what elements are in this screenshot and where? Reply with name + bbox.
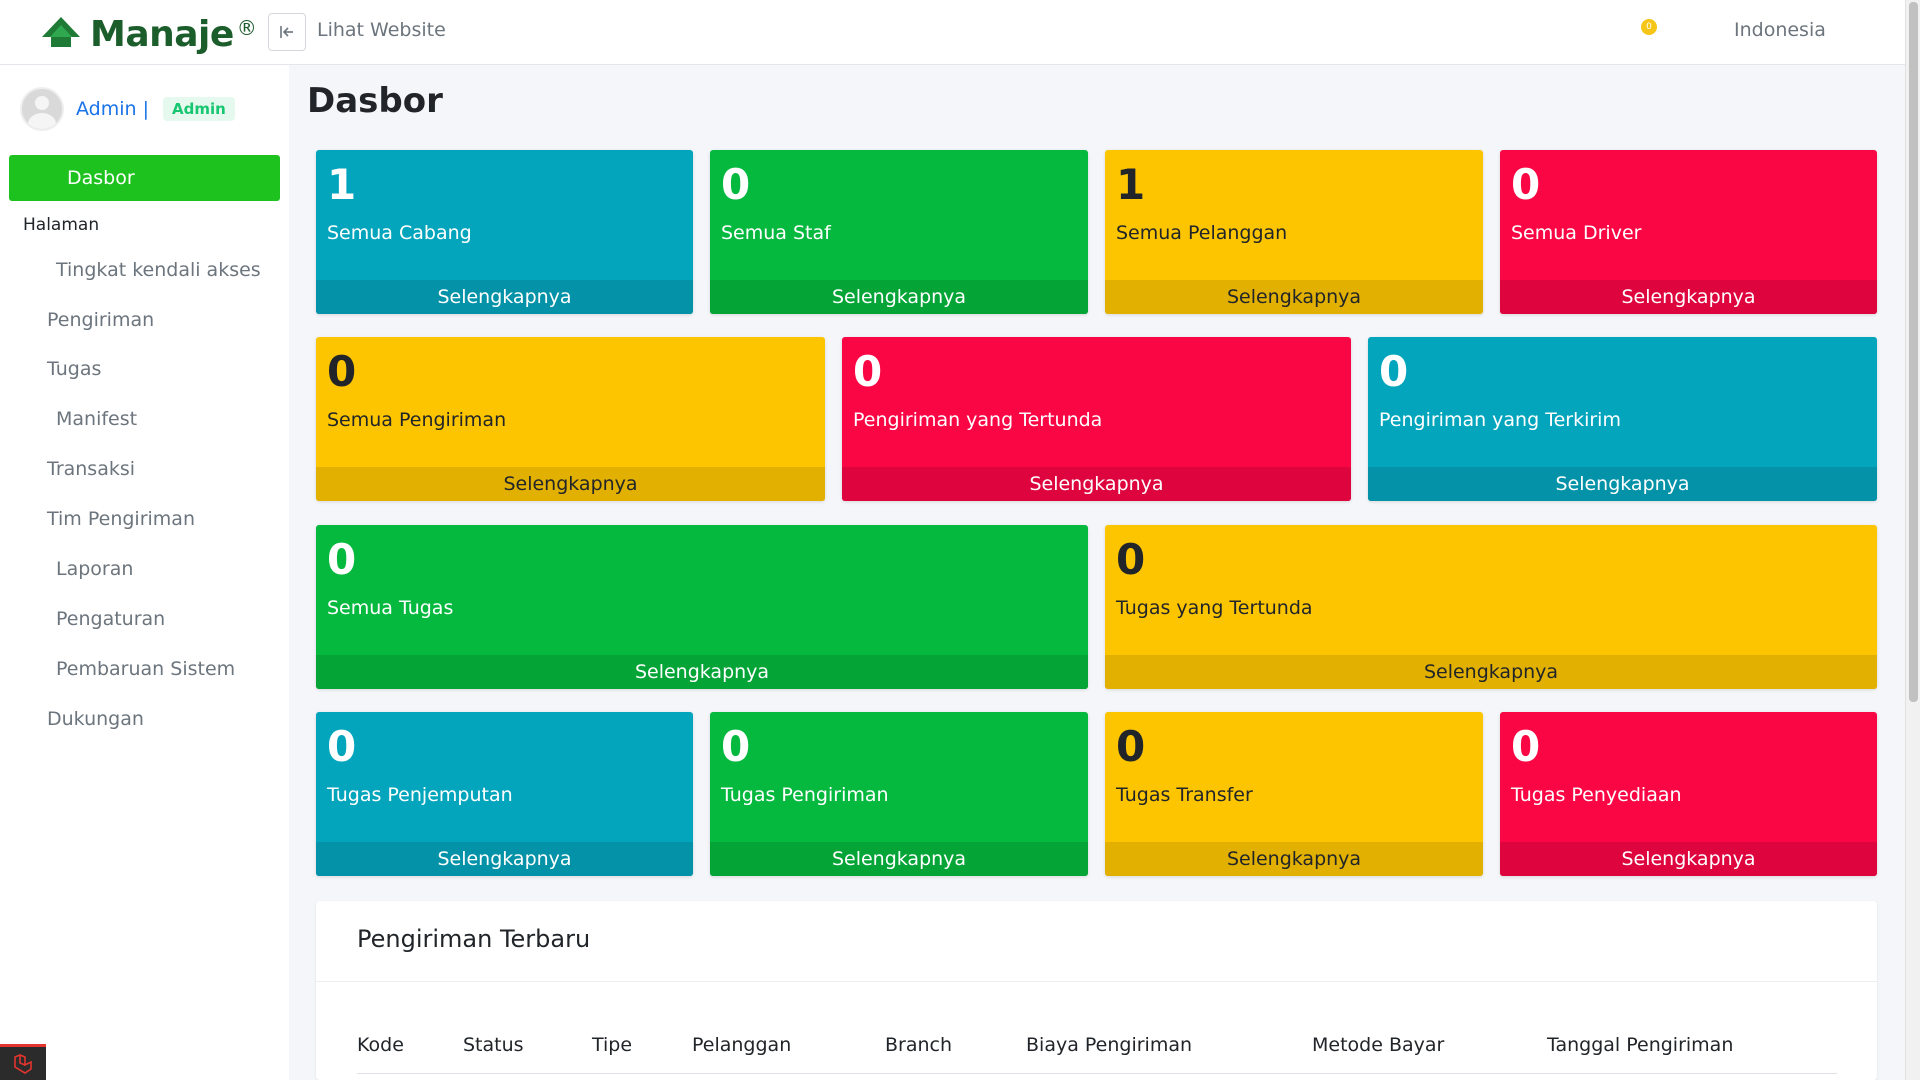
- stat-card-provision-tasks: 0 Tugas Penyediaan Selengkapnya: [1500, 712, 1877, 876]
- laravel-debug-badge[interactable]: [0, 1044, 46, 1080]
- avatar: [20, 87, 64, 131]
- more-link[interactable]: Selengkapnya: [1105, 842, 1483, 876]
- more-link[interactable]: Selengkapnya: [1500, 842, 1877, 876]
- stat-card-delivery-tasks: 0 Tugas Pengiriman Selengkapnya: [710, 712, 1088, 876]
- stat-value: 0: [1379, 347, 1409, 396]
- language-selector[interactable]: Indonesia: [1734, 19, 1826, 41]
- stat-label: Tugas Penjemputan: [327, 784, 513, 806]
- more-link[interactable]: Selengkapnya: [316, 280, 693, 314]
- stat-card-transfer-tasks: 0 Tugas Transfer Selengkapnya: [1105, 712, 1483, 876]
- more-link[interactable]: Selengkapnya: [316, 842, 693, 876]
- sidebar-item-system-update[interactable]: Pembaruan Sistem: [56, 658, 236, 680]
- recent-shipments-panel: Pengiriman Terbaru Kode Status Tipe Pela…: [316, 901, 1877, 1080]
- column-header-status[interactable]: Status: [463, 1034, 524, 1056]
- sidebar: Admin | Admin Dasbor Halaman Tingkat ken…: [0, 65, 289, 1080]
- stat-value: 0: [1116, 722, 1146, 771]
- stat-value: 0: [327, 722, 357, 771]
- leaf-logo-icon: [42, 16, 80, 47]
- stat-value: 0: [721, 160, 751, 209]
- stat-card-pickup-tasks: 0 Tugas Penjemputan Selengkapnya: [316, 712, 693, 876]
- page-scrollbar[interactable]: [1905, 0, 1920, 1080]
- more-link[interactable]: Selengkapnya: [1368, 467, 1877, 501]
- scrollbar-thumb[interactable]: [1909, 2, 1918, 702]
- stat-card-delivered-shipments: 0 Pengiriman yang Terkirim Selengkapnya: [1368, 337, 1877, 501]
- more-link[interactable]: Selengkapnya: [710, 280, 1088, 314]
- stat-card-pending-shipments: 0 Pengiriman yang Tertunda Selengkapnya: [842, 337, 1351, 501]
- stat-value: 1: [327, 160, 357, 209]
- view-website-link[interactable]: Lihat Website: [317, 19, 446, 41]
- sidebar-item-settings[interactable]: Pengaturan: [56, 608, 166, 630]
- user-panel[interactable]: Admin | Admin: [20, 87, 235, 131]
- sidebar-item-tasks[interactable]: Tugas: [47, 358, 102, 380]
- brand-registered-mark: ®: [236, 15, 257, 40]
- stat-label: Semua Staf: [721, 222, 831, 244]
- stat-card-staff: 0 Semua Staf Selengkapnya: [710, 150, 1088, 314]
- sidebar-item-transactions[interactable]: Transaksi: [47, 458, 136, 480]
- stat-label: Tugas Transfer: [1116, 784, 1253, 806]
- arrow-bar-left-icon: [280, 26, 293, 38]
- sidebar-collapse-button[interactable]: [268, 13, 306, 51]
- stat-label: Pengiriman yang Terkirim: [1379, 409, 1621, 431]
- column-header-code[interactable]: Kode: [357, 1034, 404, 1056]
- stat-card-pending-tasks: 0 Tugas yang Tertunda Selengkapnya: [1105, 525, 1877, 689]
- brand[interactable]: Manaje ®: [38, 14, 257, 55]
- sidebar-item-reports[interactable]: Laporan: [56, 558, 134, 580]
- column-header-payment-method[interactable]: Metode Bayar: [1312, 1034, 1445, 1056]
- stat-label: Semua Cabang: [327, 222, 472, 244]
- sidebar-item-manifest[interactable]: Manifest: [56, 408, 138, 430]
- stat-value: 0: [853, 347, 883, 396]
- stat-label: Semua Pengiriman: [327, 409, 507, 431]
- sidebar-item-support[interactable]: Dukungan: [47, 708, 144, 730]
- more-link[interactable]: Selengkapnya: [316, 467, 825, 501]
- column-header-shipping-date[interactable]: Tanggal Pengiriman: [1547, 1034, 1734, 1056]
- stat-label: Pengiriman yang Tertunda: [853, 409, 1103, 431]
- stat-card-customers: 1 Semua Pelanggan Selengkapnya: [1105, 150, 1483, 314]
- stat-value: 1: [1116, 160, 1146, 209]
- more-link[interactable]: Selengkapnya: [1105, 655, 1877, 689]
- stat-value: 0: [721, 722, 751, 771]
- stat-card-all-shipments: 0 Semua Pengiriman Selengkapnya: [316, 337, 825, 501]
- user-role-badge: Admin: [163, 97, 235, 121]
- more-link[interactable]: Selengkapnya: [316, 655, 1088, 689]
- stat-value: 0: [1116, 535, 1146, 584]
- sidebar-item-dasbor[interactable]: Dasbor: [9, 155, 280, 201]
- brand-name: Manaje: [90, 14, 234, 55]
- column-header-type[interactable]: Tipe: [592, 1034, 633, 1056]
- stat-value: 0: [1511, 722, 1541, 771]
- stat-label: Tugas Pengiriman: [721, 784, 889, 806]
- stat-label: Semua Driver: [1511, 222, 1642, 244]
- laravel-icon: [14, 1053, 32, 1074]
- stat-card-all-tasks: 0 Semua Tugas Selengkapnya: [316, 525, 1088, 689]
- stat-label: Semua Tugas: [327, 597, 454, 619]
- column-header-branch[interactable]: Branch: [885, 1034, 953, 1056]
- stat-value: 0: [327, 347, 357, 396]
- more-link[interactable]: Selengkapnya: [1105, 280, 1483, 314]
- more-link[interactable]: Selengkapnya: [842, 467, 1351, 501]
- panel-title: Pengiriman Terbaru: [357, 925, 591, 953]
- sidebar-section-halaman: Halaman: [23, 215, 100, 235]
- table-header-divider: [357, 1073, 1837, 1074]
- column-header-shipping-cost[interactable]: Biaya Pengiriman: [1026, 1034, 1193, 1056]
- stat-card-branches: 1 Semua Cabang Selengkapnya: [316, 150, 693, 314]
- stat-label: Tugas yang Tertunda: [1116, 597, 1313, 619]
- sidebar-item-shipments[interactable]: Pengiriman: [47, 309, 155, 331]
- stat-value: 0: [327, 535, 357, 584]
- stat-label: Semua Pelanggan: [1116, 222, 1288, 244]
- stat-card-drivers: 0 Semua Driver Selengkapnya: [1500, 150, 1877, 314]
- sidebar-item-access-control[interactable]: Tingkat kendali akses: [56, 259, 261, 281]
- stat-label: Tugas Penyediaan: [1511, 784, 1682, 806]
- more-link[interactable]: Selengkapnya: [1500, 280, 1877, 314]
- divider: [316, 981, 1877, 982]
- stat-value: 0: [1511, 160, 1541, 209]
- top-navbar: Manaje ® Lihat Website 0 Indonesia: [0, 0, 1905, 65]
- sidebar-item-delivery-team[interactable]: Tim Pengiriman: [47, 508, 195, 530]
- notification-badge[interactable]: 0: [1641, 19, 1657, 35]
- column-header-customer[interactable]: Pelanggan: [692, 1034, 792, 1056]
- user-name[interactable]: Admin |: [76, 98, 149, 120]
- more-link[interactable]: Selengkapnya: [710, 842, 1088, 876]
- page-title: Dasbor: [307, 81, 443, 121]
